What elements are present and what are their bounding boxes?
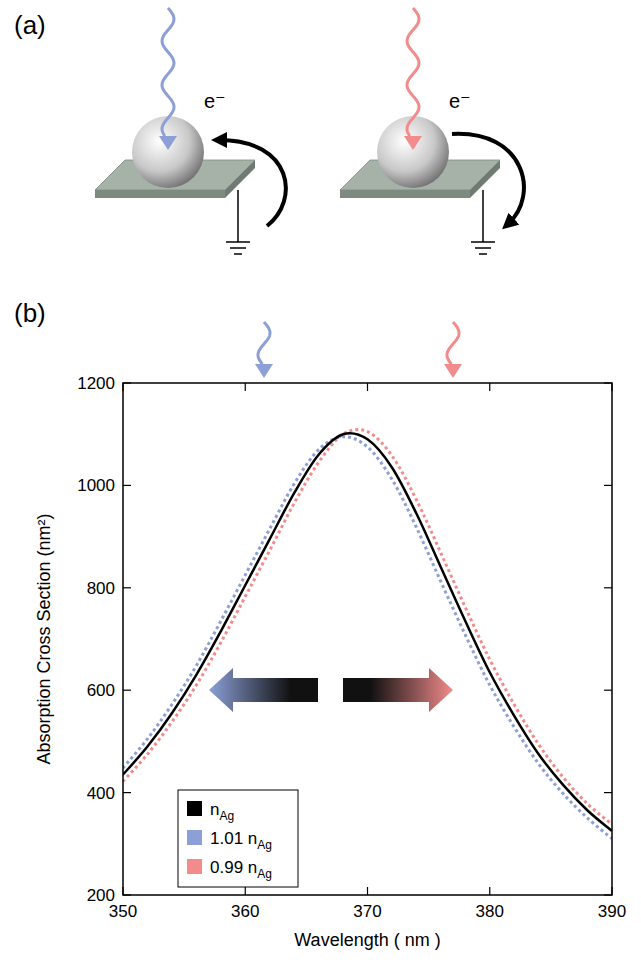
- slab-front: [340, 190, 470, 198]
- legend-label: 1.01 nAg: [210, 829, 272, 852]
- y-tick-right: [604, 587, 612, 588]
- x-tick: [489, 887, 490, 895]
- legend-label-main: 1.01 n: [210, 829, 257, 848]
- light-wave-head: [255, 364, 273, 378]
- panel-label: (b): [14, 298, 46, 328]
- x-tick-top: [367, 383, 368, 391]
- ground-wire: [482, 190, 484, 242]
- electron-label: e⁻: [204, 90, 226, 112]
- legend-label: nAg: [210, 800, 234, 823]
- y-tick: [123, 792, 131, 793]
- ground-symbol: [475, 247, 491, 249]
- shift-arrow: [209, 668, 318, 712]
- electron-flow-arrow: [452, 134, 524, 224]
- nanoparticle: [132, 116, 204, 188]
- x-tick-label: 380: [476, 902, 504, 921]
- legend-label-sub: Ag: [219, 809, 234, 823]
- x-tick-top: [489, 383, 490, 391]
- y-tick-label: 600: [87, 681, 115, 700]
- y-axis-title: Absorption Cross Section (nm²): [34, 513, 54, 764]
- y-tick: [123, 690, 131, 691]
- y-tick-right: [604, 792, 612, 793]
- light-wave-head: [159, 136, 177, 150]
- x-tick: [367, 887, 368, 895]
- y-tick-right: [604, 485, 612, 486]
- x-tick-label: 390: [598, 902, 626, 921]
- x-tick: [245, 887, 246, 895]
- nanoparticle: [377, 116, 449, 188]
- legend-label-sub: Ag: [257, 838, 272, 852]
- y-tick-label: 1000: [77, 476, 115, 495]
- shift-arrow: [343, 668, 453, 712]
- panel-label: (a): [14, 10, 46, 40]
- x-tick-label: 370: [353, 902, 381, 921]
- legend-label: 0.99 nAg: [210, 858, 272, 881]
- slab-front: [95, 190, 225, 198]
- legend-swatch: [187, 801, 202, 816]
- ground-symbol: [230, 247, 246, 249]
- x-tick-top: [245, 383, 246, 391]
- electron-label: e⁻: [449, 90, 471, 112]
- y-tick-label: 200: [87, 886, 115, 905]
- light-wave-head: [444, 364, 462, 378]
- ground-symbol: [226, 241, 250, 243]
- plot-frame: [123, 383, 612, 895]
- y-tick-label: 400: [87, 784, 115, 803]
- series-line: [123, 433, 612, 831]
- ground-wire: [237, 190, 239, 242]
- curves: [123, 430, 612, 839]
- ground-symbol: [471, 241, 495, 243]
- figure: (a)(b)e⁻e⁻350360370380390200400600800100…: [0, 0, 641, 960]
- y-tick: [123, 587, 131, 588]
- ground-symbol: [479, 253, 487, 255]
- legend-swatch: [187, 830, 202, 845]
- legend-swatch: [187, 859, 202, 874]
- legend-label-sub: Ag: [257, 867, 272, 881]
- y-tick-label: 800: [87, 579, 115, 598]
- y-tick: [123, 485, 131, 486]
- light-wave: [447, 322, 459, 364]
- series-line: [123, 430, 612, 825]
- electron-flow-arrow: [219, 140, 286, 226]
- legend-box: [178, 790, 298, 887]
- light-wave: [258, 322, 270, 364]
- series-line: [123, 437, 612, 839]
- legend-label-main: n: [210, 800, 219, 819]
- x-tick-label: 360: [231, 902, 259, 921]
- x-axis-title: Wavelength ( nm ): [294, 930, 440, 950]
- legend-label-main: 0.99 n: [210, 858, 257, 877]
- light-wave: [407, 8, 419, 136]
- ground-symbol: [234, 253, 242, 255]
- light-wave: [162, 8, 174, 136]
- light-wave-head: [404, 136, 422, 150]
- y-tick-label: 1200: [77, 374, 115, 393]
- y-tick-right: [604, 690, 612, 691]
